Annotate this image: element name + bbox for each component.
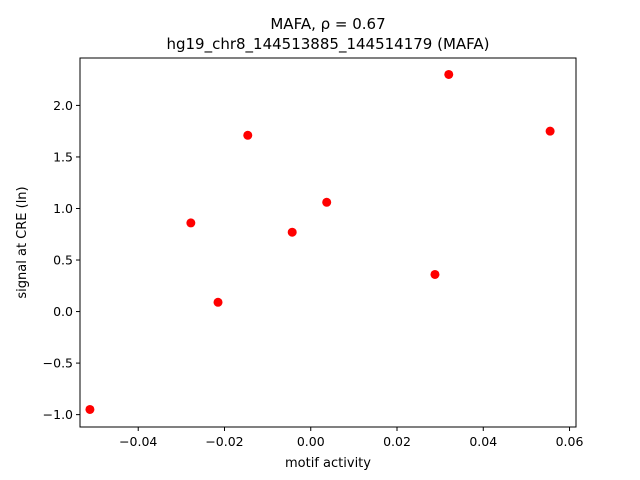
- x-axis-ticks: −0.04 −0.02 0.00 0.02 0.04 0.06: [119, 427, 583, 449]
- y-tick-label: 2.0: [53, 98, 73, 113]
- y-tick-label: 0.0: [53, 304, 73, 319]
- data-point: [243, 130, 253, 140]
- data-point: [430, 269, 440, 279]
- x-tick-label: 0.06: [556, 434, 584, 449]
- chart-title-line1: MAFA, ρ = 0.67: [270, 15, 385, 33]
- y-tick-label: 1.0: [53, 201, 73, 216]
- x-tick-label: −0.02: [205, 434, 243, 449]
- x-axis-label: motif activity: [285, 456, 371, 471]
- y-axis-label: signal at CRE (ln): [15, 186, 30, 298]
- x-tick-label: 0.04: [469, 434, 497, 449]
- data-point: [186, 218, 196, 228]
- y-tick-label: 1.5: [53, 149, 73, 164]
- data-point: [322, 197, 332, 207]
- data-points: [85, 69, 555, 414]
- data-point: [444, 69, 454, 79]
- plot-area-frame: [79, 57, 577, 428]
- data-point: [213, 297, 223, 307]
- y-tick-label: −0.5: [43, 356, 73, 371]
- data-point: [545, 126, 555, 136]
- y-tick-label: −1.0: [43, 407, 73, 422]
- x-tick-label: 0.02: [383, 434, 411, 449]
- data-point: [287, 227, 297, 237]
- y-tick-label: 0.5: [53, 253, 73, 268]
- y-axis-ticks: −1.0 −0.5 0.0 0.5 1.0 1.5 2.0: [43, 98, 80, 422]
- chart-title-line2: hg19_chr8_144513885_144514179 (MAFA): [166, 35, 489, 54]
- x-tick-label: 0.00: [297, 434, 325, 449]
- x-tick-label: −0.04: [119, 434, 157, 449]
- data-point: [85, 404, 95, 414]
